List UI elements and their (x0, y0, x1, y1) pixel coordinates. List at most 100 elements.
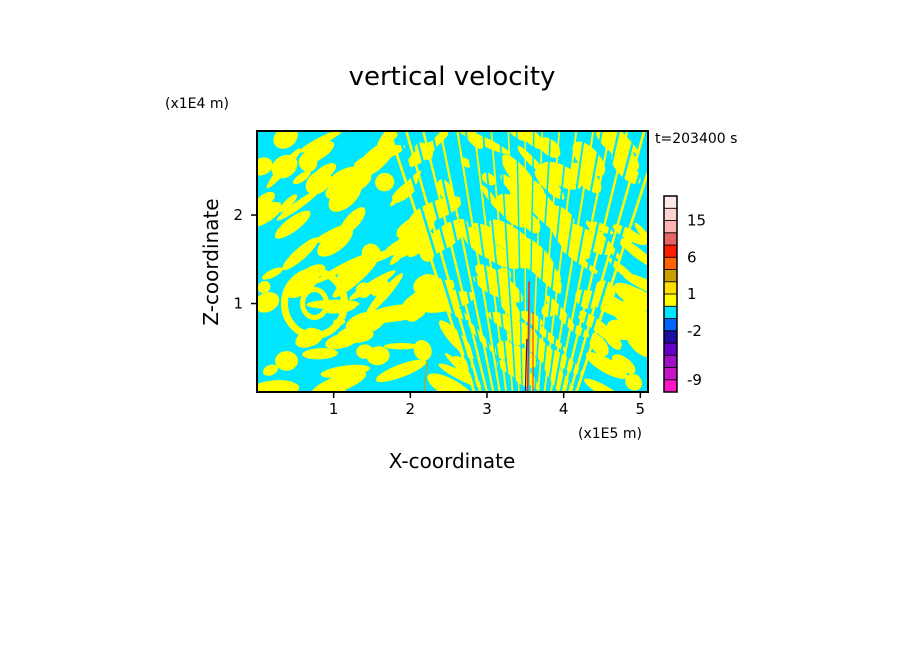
positive-band (634, 222, 648, 250)
positive-band (345, 311, 386, 335)
positive-band (427, 373, 476, 392)
positive-band (365, 273, 403, 316)
positive-band (300, 287, 329, 321)
colorbar: 15 6 1 -2 -9 (663, 195, 706, 393)
positive-band (257, 202, 281, 228)
colorbar-swatch (663, 367, 678, 381)
colorbar-swatch (663, 269, 678, 283)
positive-band (612, 224, 647, 246)
positive-band (612, 309, 634, 331)
positive-band (608, 257, 639, 285)
positive-band (389, 237, 415, 265)
positive-band (375, 172, 395, 192)
positive-band (298, 141, 335, 166)
positive-band (481, 172, 496, 186)
positive-band (302, 348, 338, 360)
narrow-stripe (413, 131, 485, 392)
narrow-stripe (481, 131, 511, 392)
colorbar-tick-label: -2 (687, 322, 702, 340)
positive-band (354, 141, 395, 179)
positive-band (391, 178, 419, 200)
narrow-stripe (534, 131, 552, 392)
narrow-stripe (568, 131, 646, 392)
narrow-stripe (456, 131, 501, 392)
y-unit-label: (x1E4 m) (165, 96, 229, 112)
colorbar-swatch (663, 379, 678, 393)
positive-band (453, 355, 472, 370)
narrow-stripe (562, 131, 629, 392)
narrow-stripe (516, 131, 523, 392)
positive-band (515, 131, 546, 150)
positive-band (408, 234, 433, 258)
colorbar-swatch (663, 330, 678, 344)
positive-band (305, 170, 332, 195)
narrow-stripe (527, 131, 535, 392)
colorbar-tick-label: -9 (687, 371, 702, 389)
positive-band (328, 180, 362, 212)
narrow-stripe (559, 131, 620, 392)
narrow-stripe (549, 131, 595, 392)
positive-band (328, 376, 350, 392)
positive-band (317, 226, 353, 257)
positive-band (257, 281, 271, 294)
narrow-stripe (553, 131, 603, 392)
positive-band (625, 373, 642, 391)
narrow-stripe (543, 131, 578, 392)
time-label: t=203400 s (655, 131, 737, 147)
positive-band (624, 324, 648, 358)
positive-band (485, 233, 524, 257)
positive-band (257, 157, 273, 176)
colorbar-swatch (663, 281, 678, 295)
narrow-stripe (430, 131, 492, 392)
colorbar-swatch (663, 244, 678, 258)
x-axis-label: X-coordinate (389, 449, 516, 473)
negative-streak (524, 338, 528, 392)
y-tick-label: 1 (233, 295, 243, 313)
positive-band (276, 189, 320, 221)
narrow-stripe (422, 131, 489, 392)
narrow-stripe (572, 142, 648, 392)
positive-band (534, 170, 565, 200)
positive-band (278, 194, 298, 213)
narrow-stripe (546, 131, 586, 392)
colorbar-frame (663, 195, 678, 393)
chart-title: vertical velocity (349, 62, 556, 92)
narrow-stripe (473, 131, 508, 392)
positive-band (262, 267, 283, 280)
positive-streak (526, 281, 530, 392)
positive-band (281, 268, 348, 340)
narrow-stripe (464, 131, 504, 392)
positive-band (585, 352, 628, 379)
positive-band (257, 292, 280, 313)
narrow-stripe (439, 131, 495, 392)
positive-band (355, 282, 372, 298)
narrow-stripe (540, 131, 569, 392)
colorbar-swatch (663, 354, 678, 368)
colorbar-swatch (663, 293, 678, 307)
x-tick-label: 5 (636, 400, 646, 418)
positive-band (463, 131, 484, 149)
positive-band (611, 354, 636, 374)
colorbar-tick-label: 1 (687, 285, 697, 303)
positive-band (292, 170, 311, 185)
positive-band (356, 344, 374, 359)
narrow-stripe (405, 131, 482, 392)
positive-band (299, 131, 344, 153)
positive-band (515, 187, 532, 205)
positive-band (609, 142, 640, 171)
narrow-stripe (565, 131, 637, 392)
positive-band (625, 286, 648, 308)
x-tick-label: 4 (559, 400, 569, 418)
positive-band (262, 364, 278, 376)
x-axis: 1 2 3 4 5 (329, 392, 645, 418)
positive-band (327, 166, 364, 191)
narrow-stripe (498, 131, 517, 392)
positive-band (413, 340, 432, 361)
narrow-stripe (507, 131, 520, 392)
narrow-stripe (396, 131, 479, 392)
positive-band (257, 380, 300, 392)
colorbar-swatch (663, 342, 678, 356)
y-tick-label: 2 (233, 206, 243, 224)
narrow-stripe (537, 131, 561, 392)
